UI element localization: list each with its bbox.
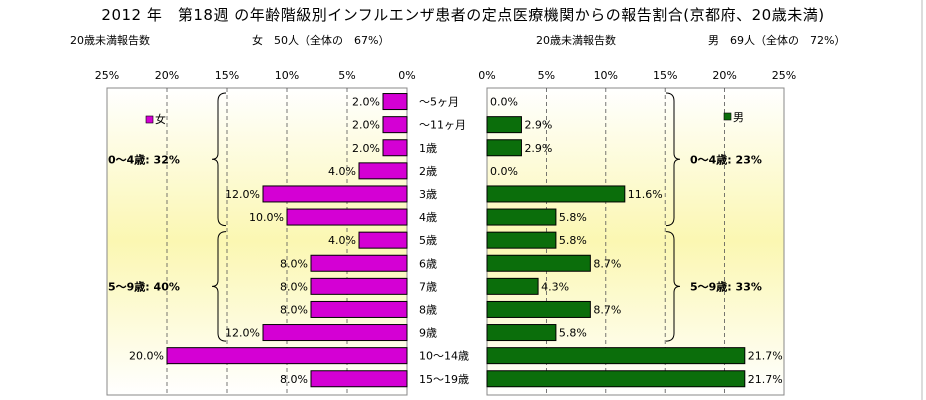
female-bar	[382, 116, 408, 134]
female-tick-label: 25%	[95, 69, 119, 82]
female-data-label: 8.0%	[280, 280, 308, 293]
female-data-label: 2.0%	[352, 142, 380, 155]
male-data-label: 11.6%	[628, 188, 663, 201]
female-total: 女 50人（全体の 67%）	[252, 34, 390, 47]
male-bar	[486, 277, 539, 295]
male-tick-label: 5%	[538, 69, 555, 82]
male-group-label: 0～4歳: 23%	[690, 152, 762, 166]
category-label: 15～19歳	[419, 373, 469, 386]
male-data-label: 0.0%	[490, 165, 518, 178]
category-label: 7歳	[419, 280, 437, 293]
male-bar	[486, 208, 557, 226]
male-bar	[486, 347, 746, 365]
male-group-brace	[665, 231, 681, 342]
female-data-label: 20.0%	[129, 350, 164, 363]
male-data-label: 5.8%	[559, 327, 587, 340]
female-data-label: 4.0%	[328, 234, 356, 247]
category-label: ～11ヶ月	[419, 119, 466, 132]
male-tick-label: 15%	[653, 69, 677, 82]
male-count-label: 20歳未満報告数	[536, 34, 616, 47]
female-legend-label: 女	[155, 112, 166, 126]
male-legend-swatch	[723, 112, 732, 121]
category-label: 3歳	[419, 188, 437, 201]
female-bar	[382, 139, 408, 157]
male-bar	[486, 300, 591, 318]
female-tick-label: 15%	[215, 69, 239, 82]
category-label: 2歳	[419, 165, 437, 178]
female-group-label: 0～4歳: 32%	[108, 152, 180, 166]
male-data-label: 8.7%	[593, 257, 621, 270]
female-data-label: 2.0%	[352, 96, 380, 109]
male-bar	[486, 254, 591, 272]
female-legend-swatch	[145, 115, 154, 124]
male-group-brace	[665, 92, 681, 227]
female-data-label: 8.0%	[280, 257, 308, 270]
category-label: ～5ヶ月	[419, 96, 459, 109]
male-data-label: 8.7%	[593, 303, 621, 316]
female-data-label: 12.0%	[225, 327, 260, 340]
female-tick-label: 20%	[155, 69, 179, 82]
category-label: 8歳	[419, 303, 437, 316]
female-data-label: 8.0%	[280, 303, 308, 316]
female-count-label: 20歳未満報告数	[70, 34, 150, 47]
male-bar	[486, 185, 626, 203]
male-data-label: 5.8%	[559, 211, 587, 224]
female-bar	[286, 208, 408, 226]
male-bar	[486, 231, 557, 249]
male-legend-label: 男	[733, 111, 744, 124]
male-data-label: 21.7%	[748, 350, 783, 363]
female-data-label: 8.0%	[280, 373, 308, 386]
female-tick-label: 0%	[398, 69, 415, 82]
male-bar	[486, 139, 522, 157]
female-data-label: 10.0%	[249, 211, 284, 224]
female-group-brace	[211, 92, 227, 227]
category-label: 10～14歳	[419, 350, 469, 363]
male-data-label: 2.9%	[524, 119, 552, 132]
female-data-label: 2.0%	[352, 119, 380, 132]
female-group-brace	[211, 231, 227, 342]
male-bar	[486, 324, 557, 342]
female-bar	[382, 93, 408, 111]
male-tick-label: 0%	[478, 69, 495, 82]
female-bar	[310, 254, 408, 272]
male-data-label: 5.8%	[559, 234, 587, 247]
female-data-label: 4.0%	[328, 165, 356, 178]
male-data-label: 21.7%	[748, 373, 783, 386]
category-label: 9歳	[419, 327, 437, 340]
chart-title: 2012 年 第18週 の年齢階級別インフルエンザ患者の定点医療機関からの報告割…	[101, 6, 825, 24]
female-data-label: 12.0%	[225, 188, 260, 201]
female-bar	[262, 185, 408, 203]
female-bar	[310, 300, 408, 318]
female-plot-area	[106, 87, 408, 396]
female-bar	[358, 162, 408, 180]
male-tick-label: 10%	[594, 69, 618, 82]
female-tick-label: 5%	[338, 69, 355, 82]
category-label: 5歳	[419, 234, 437, 247]
male-tick-label: 20%	[712, 69, 736, 82]
male-data-label: 0.0%	[490, 96, 518, 109]
category-label: 6歳	[419, 257, 437, 270]
male-data-label: 2.9%	[524, 142, 552, 155]
female-bar	[358, 231, 408, 249]
male-total: 男 69人（全体の 72%）	[708, 34, 846, 47]
female-bar	[166, 347, 408, 365]
male-bar	[486, 370, 746, 388]
female-group-label: 5～9歳: 40%	[108, 279, 180, 293]
male-tick-label: 25%	[772, 69, 796, 82]
male-bar	[486, 116, 522, 134]
female-bar	[310, 277, 408, 295]
female-bar	[310, 370, 408, 388]
male-group-label: 5～9歳: 33%	[690, 279, 762, 293]
category-label: 4歳	[419, 211, 437, 224]
category-label: 1歳	[419, 142, 437, 155]
female-bar	[262, 324, 408, 342]
male-data-label: 4.3%	[541, 280, 569, 293]
female-tick-label: 10%	[275, 69, 299, 82]
